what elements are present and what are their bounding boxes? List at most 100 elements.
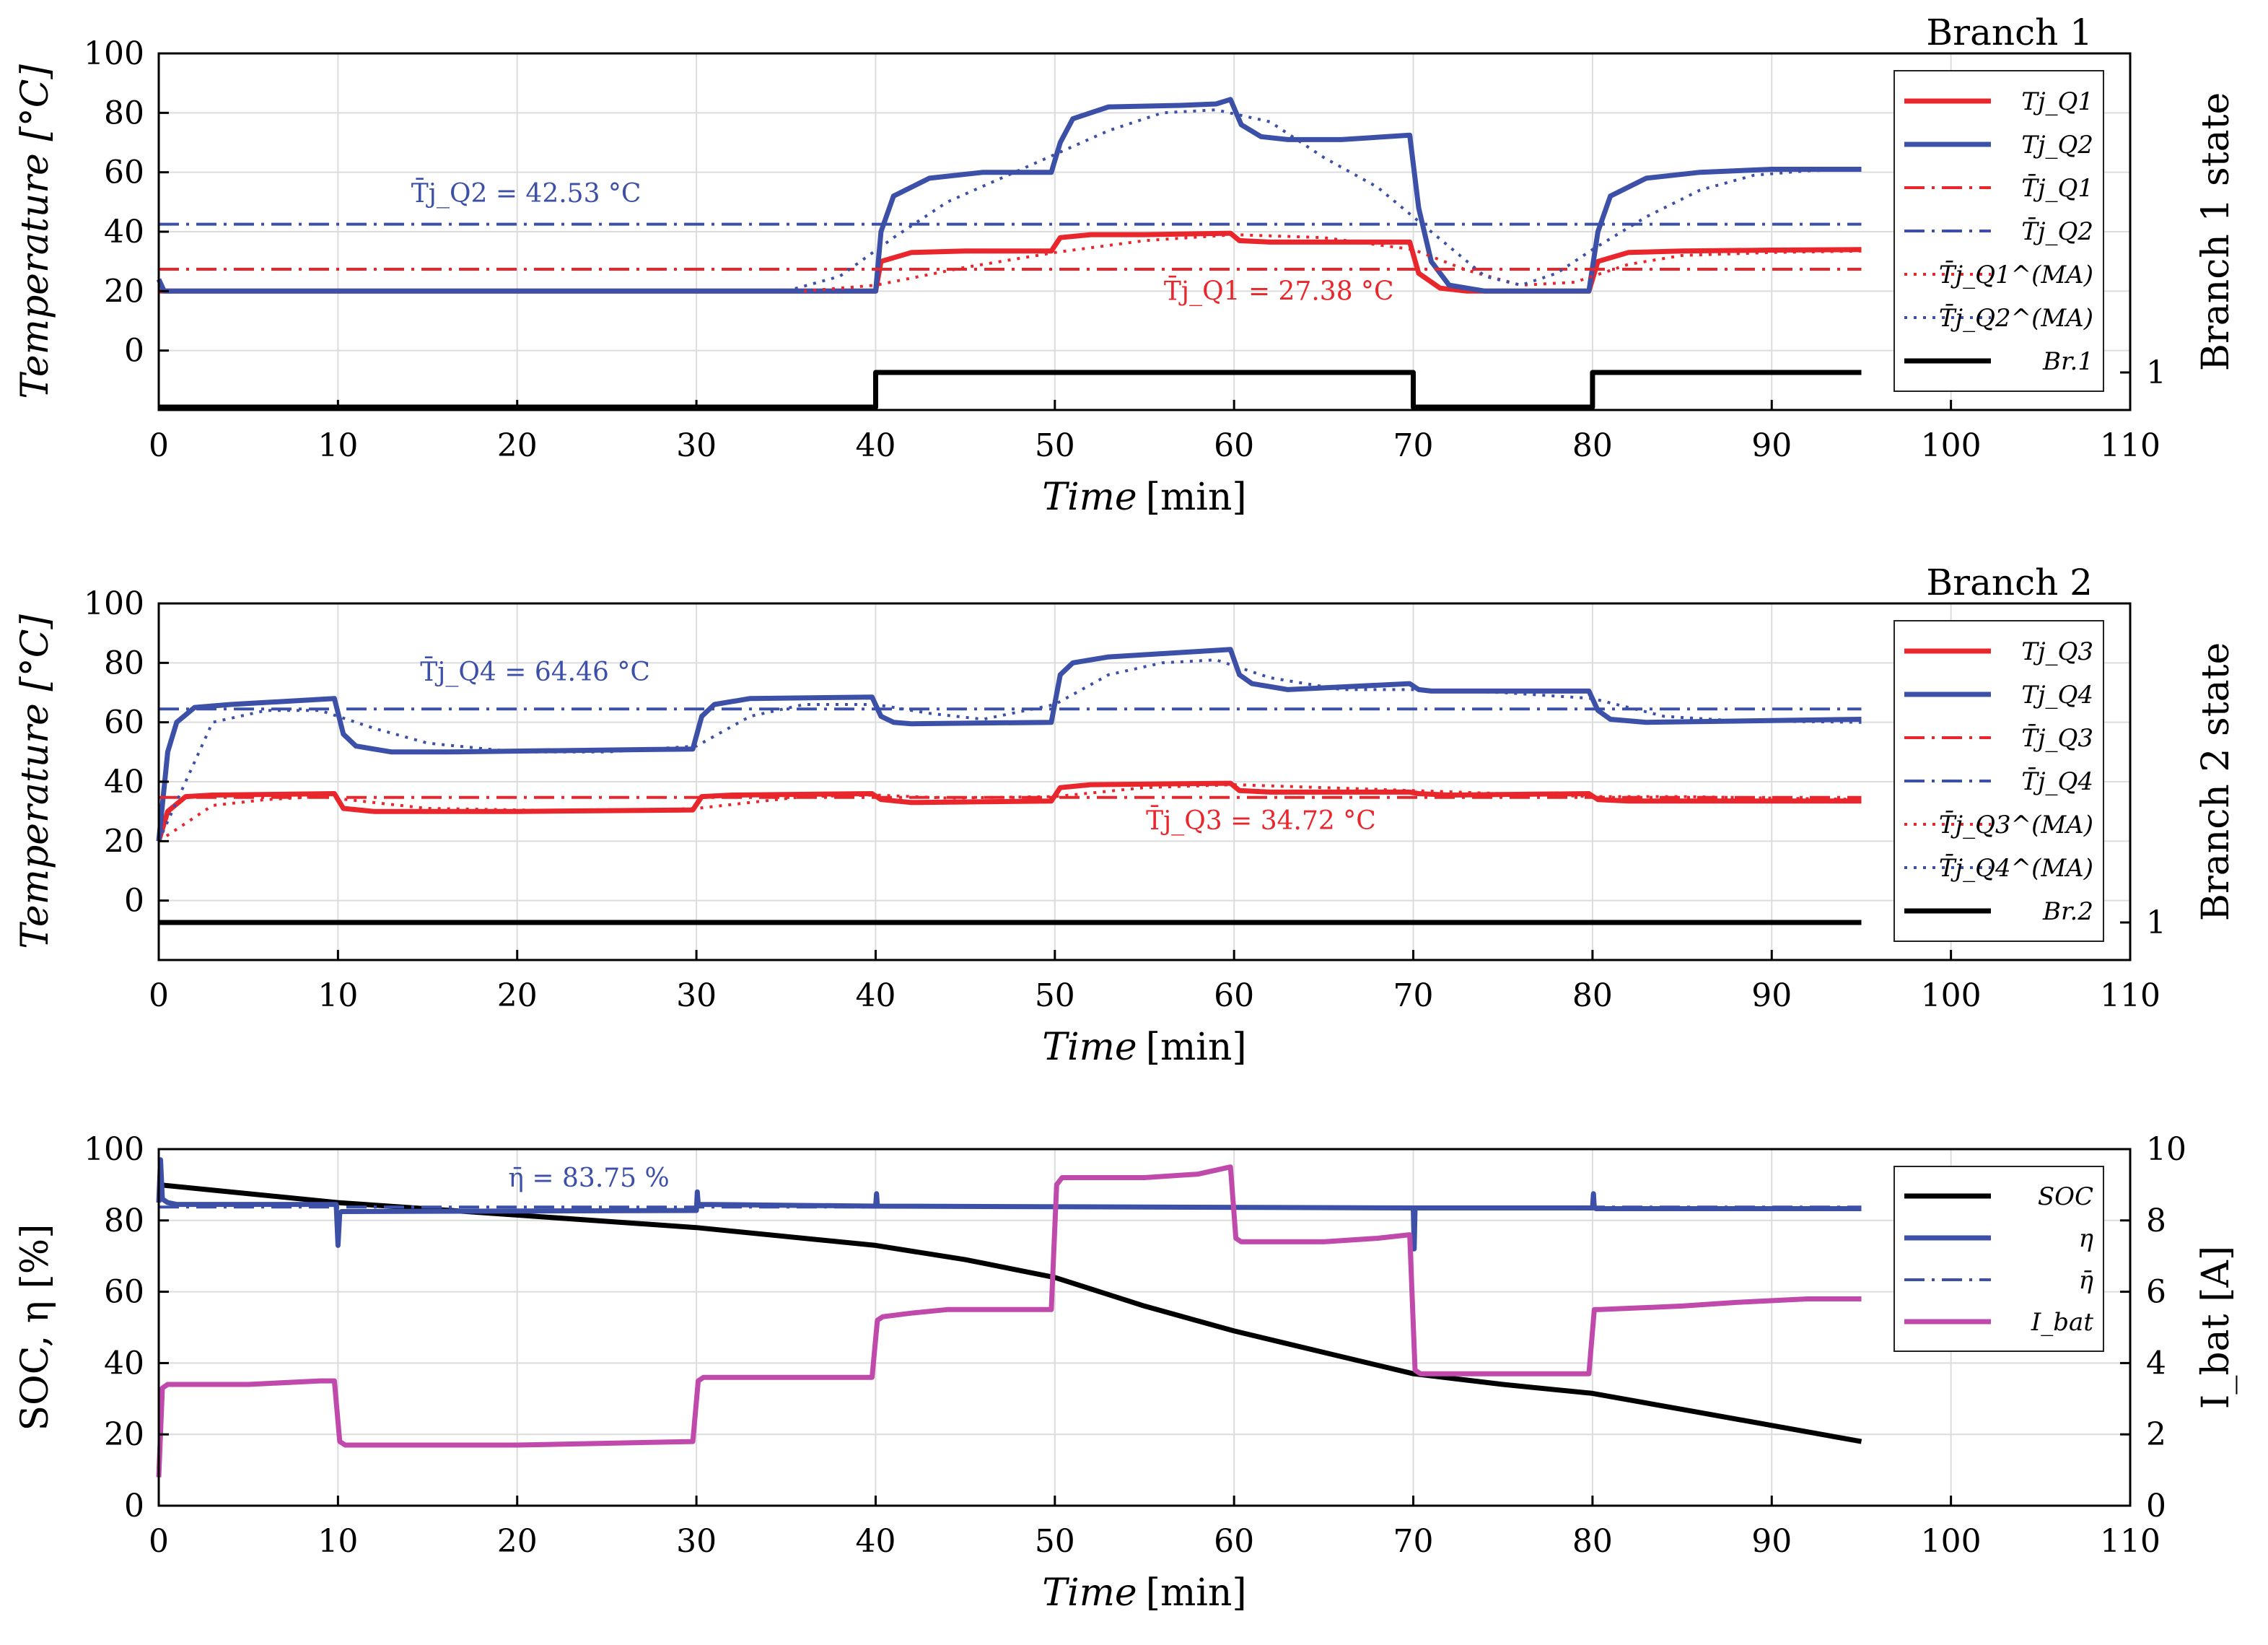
y-tick-label: 60 [104,154,144,191]
x-tick-label: 50 [1035,1523,1075,1560]
legend-entry: η [2079,1224,2094,1253]
legend: SOC η η̄ I_bat [1893,1166,2104,1352]
y-tick-label: 20 [104,1416,144,1453]
x-tick-label: 90 [1751,1523,1792,1560]
legend-box [1893,70,2104,392]
y2-tick-label: 6 [2146,1274,2166,1311]
mean-annotation: T̄j_Q4 = 64.46 °C [420,656,650,687]
y-tick-label: 60 [104,1274,144,1311]
y-tick-label: 40 [104,764,144,800]
grid [158,1148,2131,1506]
panel-title: Branch 1 [1926,12,2093,53]
legend-entry: T̄j_Q2 [2021,217,2093,246]
series-line-br1 [159,370,1862,410]
series-line-tj-q3 [156,780,1862,842]
x-tick-label: 80 [1572,1523,1613,1560]
x-tick-label: 60 [1214,977,1254,1014]
x-axis-label-name: Time [1042,1571,1137,1615]
y-axis-label: Temperature [°C] [14,614,57,949]
y2-tick-label: 2 [2146,1416,2166,1453]
legend-entry: T̄j_Q3^(MA) [1939,810,2093,839]
y-tick-label: 0 [124,333,144,370]
x-tick-label: 90 [1751,977,1792,1014]
legend: Tj_Q3 Tj_Q4 T̄j_Q3 T̄j_Q4 T̄j_Q3^(MA) T̄j_Q4^… [1893,620,2104,942]
x-tick-label: 30 [676,427,717,464]
panel-1: T̄j_Q2 = 42.53 °CT̄j_Q1 = 27.38 °C0 10 20 3… [14,12,2238,519]
x-axis-label-name: Time [1042,1026,1137,1069]
x-tick-label: 10 [318,1523,358,1560]
legend-entry: T̄j_Q4 [2021,767,2093,796]
x-axis-label: Time [min] [1042,476,1246,519]
x-tick-label: 110 [2100,1523,2160,1560]
y-tick-label: 0 [124,1488,144,1524]
x-tick-label: 0 [149,977,169,1014]
series-line-tj-q1-ma [803,233,1862,293]
x-tick-label: 30 [676,977,717,1014]
series-line-i-bat [156,1164,1862,1478]
x-tick-label: 20 [497,1523,538,1560]
x-tick-label: 80 [1572,427,1613,464]
x-tick-label: 0 [149,1523,169,1560]
panel-title: Branch 2 [1926,562,2093,603]
legend-entry: T̄j_Q2^(MA) [1939,303,2093,333]
series-line-eta [156,1157,1862,1252]
x-tick-label: 70 [1393,1523,1434,1560]
series-line-tj-q2-ma [785,108,1862,293]
y2-tick-label: 1 [2146,904,2166,941]
legend-entry: Tj_Q1 [2021,87,2093,116]
series-line-tj-q2 [156,97,1862,294]
legend-entry: I_bat [2031,1308,2093,1337]
series-line-tj-q3-ma [157,783,1862,842]
x-tick-label: 50 [1035,977,1075,1014]
legend-entry: T̄j_Q1 [2021,173,2093,203]
series-line-tj-q4 [156,647,1862,842]
x-tick-label: 100 [1921,1523,1982,1560]
x-axis-label-name: Time [1042,476,1137,519]
mean-annotation: η̄ = 83.75 % [508,1164,669,1193]
y-axis-label: SOC, η [%] [14,1224,57,1431]
x-tick-label: 0 [149,427,169,464]
x-tick-label: 10 [318,977,358,1014]
x-tick-label: 100 [1921,977,1982,1014]
y-tick-label: 100 [84,585,144,622]
legend-entry: T̄j_Q4^(MA) [1939,853,2093,883]
y2-axis-label: Branch 2 state [2194,642,2238,922]
mean-annotation: T̄j_Q3 = 34.72 °C [1146,805,1376,836]
x-tick-label: 70 [1393,427,1434,464]
mean-annotation: T̄j_Q2 = 42.53 °C [411,178,642,209]
x-tick-label: 40 [855,1523,896,1560]
x-tick-label: 20 [497,977,538,1014]
series-line-soc [158,1182,1862,1444]
legend-entry: Tj_Q3 [2021,637,2093,666]
panel-3: η̄ = 83.75 %0 10 20 30 40 50 60 70 80 90 100 110020… [14,1131,2238,1615]
x-tick-label: 40 [855,427,896,464]
y-tick-label: 60 [104,704,144,741]
x-tick-label: 40 [855,977,896,1014]
y2-axis-label: Branch 1 state [2194,92,2238,372]
y2-tick-label: 10 [2146,1131,2186,1168]
legend-entry: Tj_Q2 [2021,131,2093,160]
series-line-tj-q1 [159,230,1862,294]
y2-tick-label: 1 [2146,354,2166,391]
x-tick-label: 50 [1035,427,1075,464]
y2-axis-label: I_bat [A] [2194,1246,2238,1409]
x-axis-label-unit: [min] [1146,476,1247,519]
x-axis-label-unit: [min] [1146,1571,1247,1615]
y2-tick-label: 8 [2146,1203,2166,1239]
x-axis-label: Time [min] [1042,1571,1246,1615]
y-axis-label: Temperature [°C] [14,64,57,399]
y2-tick-label: 0 [2146,1488,2166,1524]
legend-entry: Tj_Q4 [2021,681,2093,710]
panel-2: T̄j_Q4 = 64.46 °C T̄j_Q3 = 34.72 °C 0 10 20 3… [14,562,2238,1069]
x-tick-label: 70 [1393,977,1434,1014]
x-tick-label: 80 [1572,977,1613,1014]
x-tick-label: 100 [1921,427,1982,464]
x-tick-label: 30 [676,1523,717,1560]
x-tick-label: 60 [1214,1523,1254,1560]
x-tick-label: 110 [2100,977,2160,1014]
x-tick-label: 90 [1751,427,1792,464]
legend-entry: T̄j_Q1^(MA) [1939,260,2093,289]
mean-annotation: T̄j_Q1 = 27.38 °C [1164,276,1394,307]
legend-box [1893,620,2104,942]
y-tick-label: 80 [104,645,144,681]
